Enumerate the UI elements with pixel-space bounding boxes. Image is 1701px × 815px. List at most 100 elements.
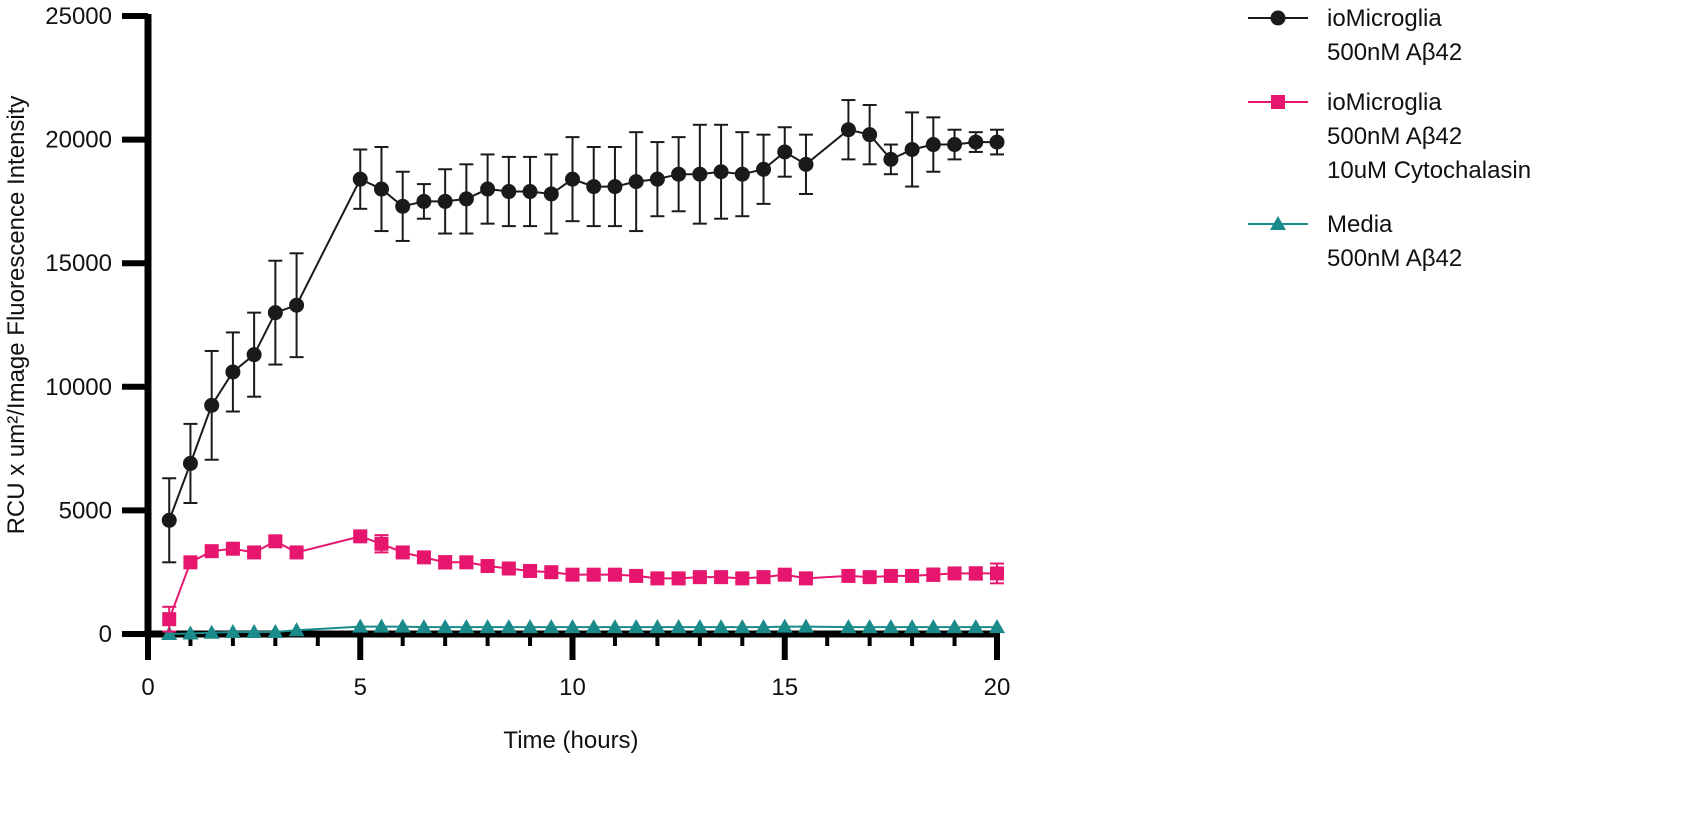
data-point-circle	[480, 181, 496, 197]
data-point-circle	[628, 174, 644, 190]
data-point-circle	[883, 151, 899, 167]
data-point-square	[990, 566, 1004, 581]
data-point-triangle	[797, 618, 814, 633]
data-point-triangle	[628, 619, 645, 634]
data-point-circle	[543, 186, 559, 202]
y-tick-label: 10000	[45, 374, 112, 401]
series-line	[168, 128, 997, 521]
data-point-square	[607, 567, 622, 582]
y-ticks: 0 5000 10000 15000 20000 25000	[45, 3, 148, 648]
data-point-circle	[862, 127, 878, 143]
x-tick-label: 20	[984, 674, 1011, 701]
x-tick-label: 0	[141, 674, 154, 701]
data-point-square	[692, 570, 707, 585]
data-point-square	[501, 561, 516, 576]
data-point-circle	[458, 191, 474, 207]
data-point-triangle	[713, 619, 730, 634]
data-point-circle	[947, 137, 963, 153]
data-point-circle	[204, 397, 220, 413]
data-point-square	[225, 541, 240, 556]
data-point-square	[629, 568, 644, 583]
data-point-square	[735, 571, 750, 586]
data-point-triangle	[522, 619, 539, 634]
data-point-triangle	[606, 619, 623, 634]
series-1	[161, 99, 1005, 564]
data-point-circle	[798, 156, 814, 172]
data-point-triangle	[415, 619, 432, 634]
data-point-circle	[373, 181, 389, 197]
x-tick-label: 5	[354, 674, 367, 701]
legend-label: 500nM Aβ42	[1327, 123, 1462, 150]
legend-item-1: ioMicroglia 500nM Aβ42	[1248, 5, 1462, 66]
data-point-triangle	[989, 619, 1005, 634]
data-point-square	[883, 568, 898, 583]
data-point-square	[756, 570, 771, 585]
legend: ioMicroglia 500nM Aβ42 ioMicroglia 500nM Aβ…	[1248, 5, 1531, 272]
y-tick-label: 25000	[45, 3, 112, 30]
series-2	[162, 529, 1004, 633]
legend-label: ioMicroglia	[1327, 5, 1442, 32]
data-point-circle	[840, 122, 856, 138]
data-point-circle	[756, 161, 772, 177]
data-point-square	[650, 571, 665, 586]
series-layer	[161, 99, 1005, 640]
data-point-circle	[1270, 10, 1286, 26]
data-point-circle	[352, 171, 368, 187]
data-point-triangle	[543, 619, 560, 634]
data-point-triangle	[437, 619, 454, 634]
data-point-triangle	[182, 625, 199, 640]
data-point-square	[459, 555, 474, 570]
data-point-square	[777, 567, 792, 582]
data-point-triangle	[670, 619, 687, 634]
data-point-triangle	[373, 618, 390, 633]
data-point-circle	[416, 193, 432, 209]
legend-item-3: Media 500nM Aβ42	[1248, 211, 1462, 272]
data-point-square	[671, 571, 686, 586]
data-point-circle	[713, 164, 729, 180]
legend-label: 500nM Aβ42	[1327, 245, 1462, 272]
data-point-circle	[904, 141, 920, 157]
data-point-triangle	[776, 618, 793, 633]
y-tick-label: 20000	[45, 127, 112, 154]
x-axis-title: Time (hours)	[503, 727, 638, 754]
data-point-circle	[586, 179, 602, 195]
data-point-square	[268, 534, 283, 549]
data-point-triangle	[458, 619, 475, 634]
data-point-triangle	[946, 619, 963, 634]
data-point-triangle	[267, 624, 284, 639]
data-point-square	[204, 544, 219, 559]
data-point-square	[480, 559, 495, 574]
data-point-triangle	[585, 619, 602, 634]
data-point-circle	[289, 297, 305, 313]
data-point-square	[905, 568, 920, 583]
data-point-triangle	[649, 619, 666, 634]
data-point-triangle	[861, 619, 878, 634]
data-point-circle	[734, 166, 750, 182]
data-point-triangle	[925, 619, 942, 634]
data-point-square	[183, 555, 198, 570]
data-point-triangle	[246, 624, 263, 639]
data-point-circle	[607, 179, 623, 195]
data-point-square	[947, 566, 962, 581]
data-point-square	[714, 570, 729, 585]
data-point-square	[586, 567, 601, 582]
data-point-square	[1271, 95, 1285, 109]
data-point-circle	[671, 166, 687, 182]
data-point-circle	[246, 347, 262, 363]
data-point-square	[162, 612, 177, 627]
y-axis-title: RCU x um²/Image Fluorescence Intensity	[3, 96, 30, 535]
data-point-triangle	[882, 619, 899, 634]
data-point-square	[395, 545, 410, 560]
data-point-triangle	[288, 622, 305, 637]
data-point-circle	[395, 198, 411, 214]
data-point-circle	[777, 144, 793, 160]
data-point-triangle	[479, 619, 496, 634]
data-point-square	[374, 536, 389, 551]
data-point-circle	[161, 512, 177, 528]
data-point-triangle	[691, 619, 708, 634]
data-point-triangle	[500, 619, 517, 634]
legend-label: ioMicroglia	[1327, 89, 1442, 116]
data-point-triangle	[840, 619, 857, 634]
data-point-triangle	[755, 619, 772, 634]
data-point-square	[416, 550, 431, 565]
